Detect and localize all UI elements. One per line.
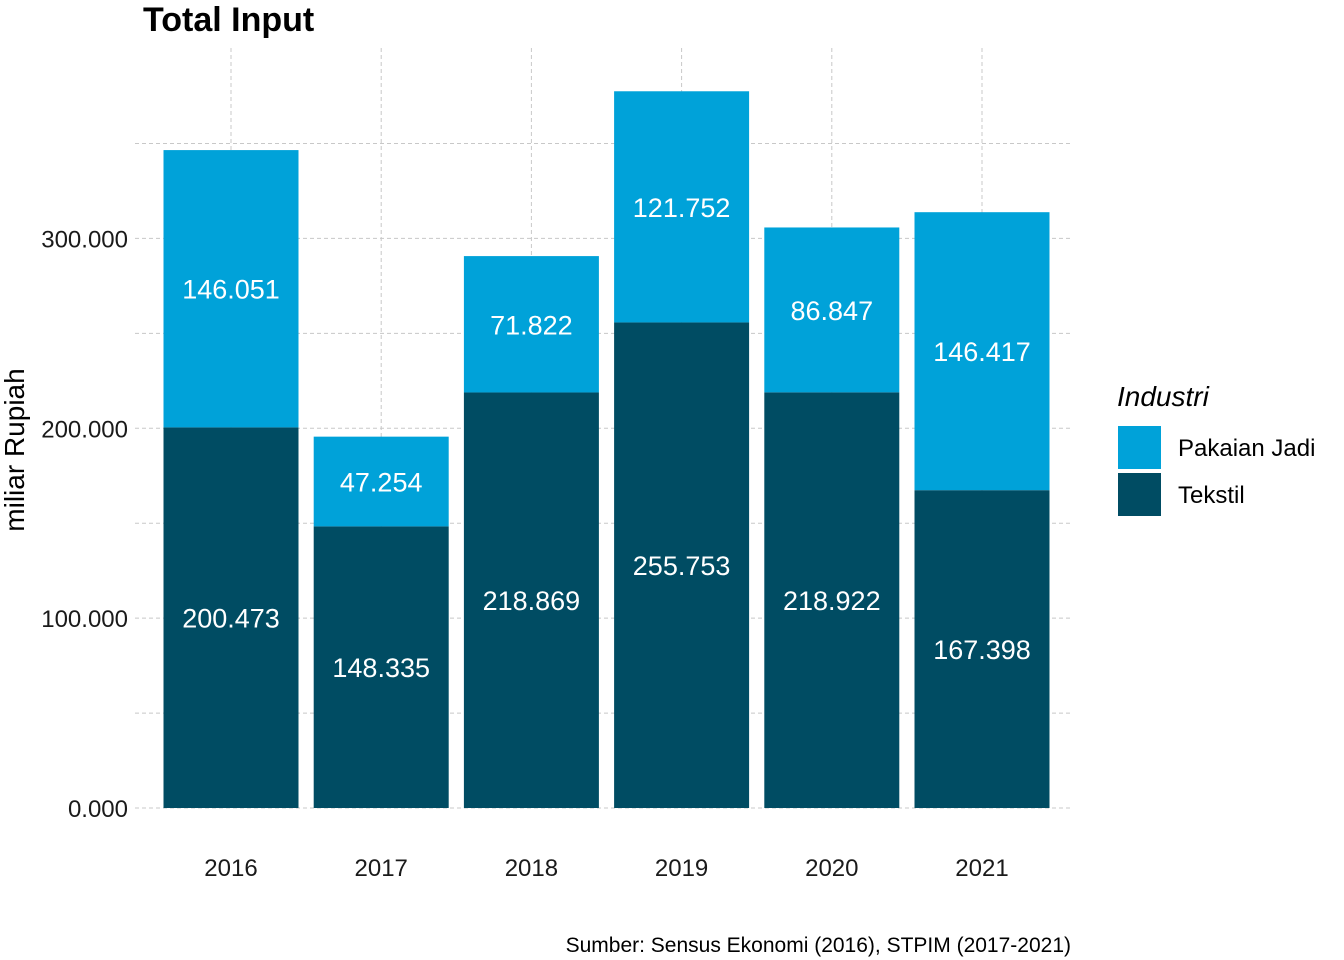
data-label: 146.417 xyxy=(933,337,1031,367)
data-label: 218.869 xyxy=(483,586,581,616)
bar-pakaian-jadi xyxy=(914,212,1050,491)
data-label: 218.922 xyxy=(783,586,881,616)
bar-pakaian-jadi xyxy=(764,227,900,393)
bar-tekstil xyxy=(313,526,449,808)
bar-pakaian-jadi xyxy=(163,150,299,428)
data-label: 47.254 xyxy=(340,468,423,498)
x-axis: 2016 2017 2018 2019 2020 2021 xyxy=(204,855,1008,882)
bar-pakaian-jadi xyxy=(614,91,750,323)
bar-pakaian-jadi xyxy=(313,436,449,527)
bar-tekstil xyxy=(614,322,750,808)
data-label: 121.752 xyxy=(633,193,731,223)
bar-tekstil xyxy=(163,427,299,808)
x-tick-label: 2019 xyxy=(655,855,708,882)
legend: Industri Pakaian Jadi Tekstil xyxy=(1117,381,1315,516)
y-tick-label: 100.000 xyxy=(41,606,128,633)
legend-swatch xyxy=(1118,426,1161,469)
data-label: 255.753 xyxy=(633,551,731,581)
data-label: 200.473 xyxy=(182,604,280,634)
data-label: 71.822 xyxy=(490,310,573,340)
x-tick-label: 2017 xyxy=(355,855,408,882)
bar-labels: 200.473 146.051 148.335 47.254 218.869 71.822… xyxy=(182,193,1031,683)
y-tick-label: 200.000 xyxy=(41,416,128,443)
bar-pakaian-jadi xyxy=(463,256,599,393)
y-tick-label: 0.000 xyxy=(68,796,128,823)
x-tick-label: 2020 xyxy=(805,855,858,882)
x-tick-label: 2021 xyxy=(955,855,1008,882)
data-label: 146.051 xyxy=(182,275,280,305)
x-tick-label: 2016 xyxy=(204,855,257,882)
y-tick-label: 300.000 xyxy=(41,226,128,253)
chart-title: Total Input xyxy=(143,1,314,39)
legend-title: Industri xyxy=(1117,381,1210,412)
bars xyxy=(163,91,1050,808)
legend-label: Tekstil xyxy=(1178,482,1245,509)
bar-tekstil xyxy=(914,490,1050,808)
legend-swatch xyxy=(1118,473,1161,516)
legend-label: Pakaian Jadi xyxy=(1178,435,1315,462)
y-axis-label: miliar Rupiah xyxy=(0,368,30,531)
data-label: 86.847 xyxy=(791,296,874,326)
x-tick-label: 2018 xyxy=(505,855,558,882)
data-label: 148.335 xyxy=(332,653,430,683)
y-axis: 0.000 100.000 200.000 300.000 xyxy=(41,226,128,823)
data-label: 167.398 xyxy=(933,635,1031,665)
bar-tekstil xyxy=(463,392,599,808)
bar-tekstil xyxy=(764,392,900,808)
caption: Sumber: Sensus Ekonomi (2016), STPIM (20… xyxy=(566,934,1071,957)
